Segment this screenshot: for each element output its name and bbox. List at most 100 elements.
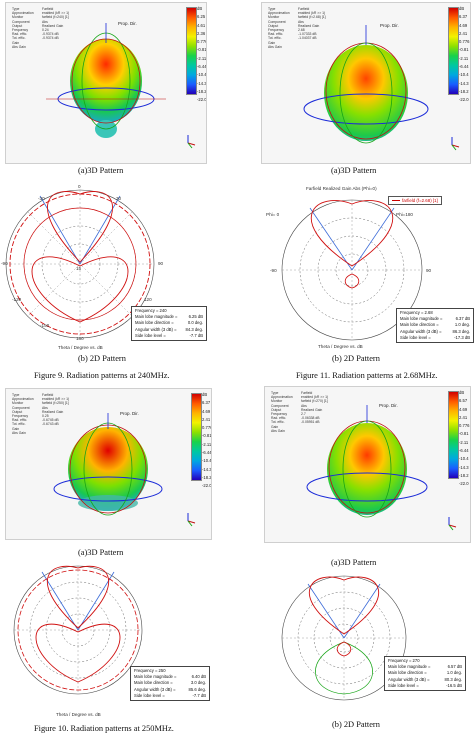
- colorbar: [448, 7, 459, 95]
- info-key: Frequency: [12, 414, 29, 419]
- prop-dir-label: Prop. Dir.: [118, 21, 137, 26]
- phi-label: Phi=180: [396, 212, 413, 217]
- tick-label: -120: [12, 297, 22, 302]
- info-key: Monitor: [268, 15, 280, 20]
- info-row: Rad. effic. -0.9374 dB: [12, 32, 69, 36]
- legend-row: Main lobe magnitude = 6.37 dB: [400, 316, 470, 322]
- pattern-3d-panel-270: Type Farfield Approximation enabled (kR >> …: [264, 386, 471, 543]
- legend-value: -17.3 dB: [454, 334, 470, 340]
- colorbar: [186, 7, 197, 95]
- legend-key: Angular width (3 dB) =: [134, 686, 176, 692]
- colorbar-tick: -22.0: [459, 481, 469, 487]
- info-row: Tot. effic. -1.04037 dB: [268, 36, 326, 40]
- pattern-legend: Frequency = 240 Main lobe magnitude = 6.25…: [131, 306, 207, 342]
- colorbar-tick: 2.41: [202, 416, 211, 422]
- info-row: Abs Gain: [12, 431, 69, 435]
- legend-key: Frequency = 250: [134, 668, 166, 673]
- colorbar-unit: dB: [202, 392, 208, 397]
- colorbar-tick: -14.3: [459, 80, 469, 86]
- info-key: Abs Gain: [12, 430, 26, 435]
- polar-chart: [13, 565, 143, 695]
- info-value: Realized Gain: [42, 409, 64, 414]
- info-value: Abs: [298, 19, 304, 24]
- colorbar-tick: -18.2: [197, 88, 207, 94]
- info-value: enabled (kR >> 1): [298, 11, 326, 16]
- pattern-legend: Frequency = 270 Main lobe magnitude = 6.57…: [384, 656, 466, 692]
- tick-label: -30: [38, 196, 45, 201]
- info-value: Farfield: [298, 7, 310, 11]
- info-key: Tot. effic.: [268, 36, 282, 41]
- colorbar-tick: -2.11: [459, 55, 469, 61]
- legend-key: Main lobe magnitude =: [135, 314, 178, 320]
- legend-key: Main lobe direction =: [388, 670, 427, 676]
- legend-row: Frequency = 2.68: [400, 310, 470, 316]
- legend-row: Frequency = 270: [388, 658, 462, 664]
- info-key: Abs Gain: [271, 428, 285, 433]
- colorbar-tick: 6.25: [197, 14, 206, 20]
- legend-row: Main lobe direction = 3.0 deg.: [134, 680, 206, 686]
- info-value: farfield (f=2.68) [1]: [298, 15, 326, 20]
- colorbar-tick: 4.69: [459, 22, 468, 28]
- legend-key: Main lobe magnitude =: [400, 316, 443, 322]
- info-value: farfield (f=240) [1]: [42, 15, 69, 20]
- pattern-legend: Frequency = 250 Main lobe magnitude = 6.40…: [130, 666, 210, 702]
- colorbar-tick: -0.81: [459, 431, 469, 437]
- colorbar-tick: -2.11: [197, 55, 207, 61]
- info-value: Abs: [42, 405, 48, 410]
- info-row: Monitor farfield (f=270) [1]: [271, 399, 328, 403]
- colorbar-tick: -0.81: [459, 47, 469, 53]
- info-value: -0.9374 dB: [42, 36, 59, 41]
- colorbar: [191, 393, 202, 481]
- polar-plot-240: 0 30 -30 90 -90 120 -120 -150 180 15 Fre…: [1, 184, 207, 351]
- colorbar-unit: dB: [197, 6, 203, 11]
- info-row: Tot. effic. -0.05951 dB: [271, 420, 328, 424]
- polar-xlabel: Theta / Degree vs. dB: [56, 712, 101, 717]
- info-key: Rad. effic.: [12, 32, 28, 37]
- info-row: Type Farfield: [12, 7, 69, 11]
- colorbar-tick: 4.69: [459, 406, 468, 412]
- legend-row: Main lobe direction = 0.0 deg.: [135, 320, 203, 326]
- info-key: Output: [12, 409, 23, 414]
- colorbar-tick: -0.81: [197, 47, 207, 53]
- polar-chart: [5, 189, 155, 339]
- legend-row: Angular width (3 dB) = 85.6 deg.: [134, 687, 206, 693]
- info-row: Approximation enabled (kR >> 1): [268, 11, 326, 15]
- colorbar-tick: -14.3: [459, 464, 469, 470]
- prop-dir-label: Prop. Dir.: [380, 23, 399, 28]
- info-row: Component Abs: [268, 20, 326, 24]
- radiation-3d-plot: Prop. Dir.: [46, 21, 196, 149]
- series-line-icon: [392, 200, 400, 202]
- info-key: Tot. effic.: [12, 36, 26, 41]
- info-key: Monitor: [12, 401, 24, 406]
- colorbar-tick: -10.4: [202, 458, 212, 464]
- info-key: Frequency: [271, 412, 288, 417]
- info-row: Abs Gain: [12, 45, 69, 49]
- legend-row: Main lobe magnitude = 6.40 dB: [134, 674, 206, 680]
- caption-2d-pattern: (b) 2D Pattern: [332, 720, 380, 729]
- info-value: Farfield: [42, 7, 54, 11]
- colorbar-tick: 0.776: [459, 39, 470, 45]
- colorbar-tick: 6.37: [202, 400, 211, 406]
- legend-key: Frequency = 270: [388, 658, 420, 663]
- info-key: Gain: [12, 40, 20, 45]
- colorbar-tick: -14.3: [202, 466, 212, 472]
- polar-plot-268: Farfield Realized Gain Abs (Phi=0) farfi…: [262, 184, 474, 352]
- colorbar-tick: -2.11: [202, 441, 212, 447]
- legend-key: Main lobe direction =: [400, 322, 439, 328]
- figure-10-caption: Figure 10. Radiation patterns at 250MHz.: [34, 724, 174, 733]
- legend-key: Angular width (3 dB) =: [135, 326, 177, 332]
- info-key: Type: [12, 393, 20, 397]
- colorbar-unit: dB: [459, 390, 465, 395]
- legend-value: 6.57 dB: [447, 664, 462, 670]
- colorbar-labels: dB 6.37 4.69 2.41 0.776 -0.81 -2.11 -6.44 -10.4 -…: [459, 5, 469, 105]
- caption-2d-pattern: (b) 2D Pattern: [332, 354, 380, 363]
- info-row: Tot. effic. -0.6743 dB: [12, 422, 69, 426]
- info-row: Gain: [271, 425, 328, 429]
- legend-value: 6.40 dB: [191, 674, 206, 680]
- polar-xlabel: Theta / Degree vs. dB: [318, 344, 363, 349]
- caption-3d-pattern: (a)3D Pattern: [331, 166, 377, 175]
- info-key: Type: [12, 7, 20, 11]
- radiation-3d-plot: Prop. Dir.: [303, 23, 460, 151]
- info-row: Approximation enabled (kR >> 1): [271, 395, 328, 399]
- info-key: Gain: [12, 426, 20, 431]
